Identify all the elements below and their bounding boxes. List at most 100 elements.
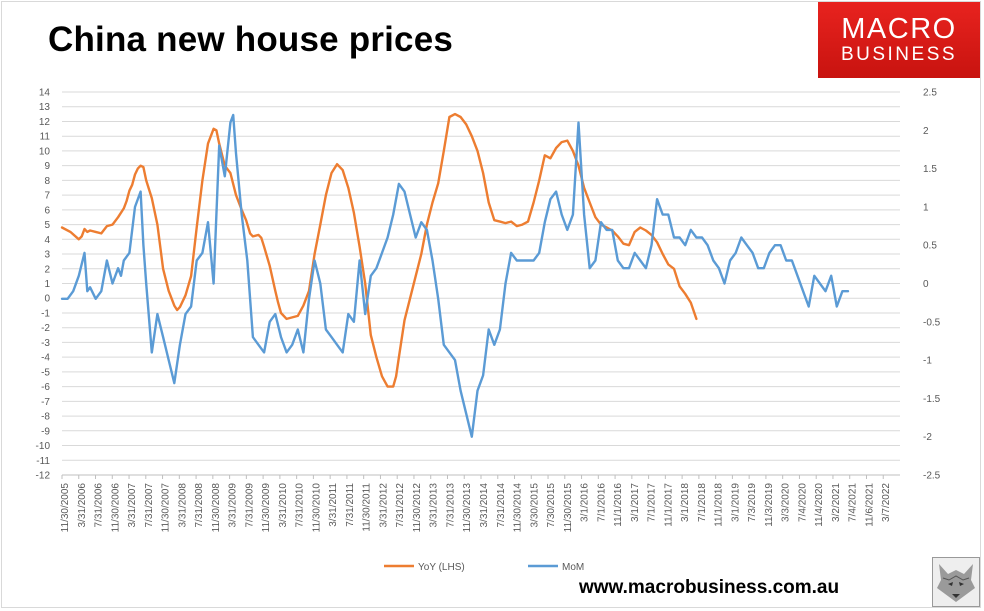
left-axis-tick-label: 6 xyxy=(44,205,50,216)
x-axis-tick-label: 7/31/2006 xyxy=(94,483,105,528)
x-axis-tick-label: 7/4/2020 xyxy=(797,483,808,522)
x-axis-tick-label: 3/3/2020 xyxy=(781,483,792,522)
left-axis-tick-label: 14 xyxy=(39,88,51,99)
series-line-mom xyxy=(60,113,850,438)
x-axis-tick-label: 11/1/2017 xyxy=(663,483,674,527)
x-axis-tick-label: 11/30/2007 xyxy=(161,483,172,533)
logo-text-macro: MACRO xyxy=(841,13,957,45)
x-axis-tick-label: 7/3/2019 xyxy=(747,483,758,522)
x-axis-tick-label: 7/1/2017 xyxy=(647,483,658,522)
right-axis-tick-label: -1.5 xyxy=(923,394,941,405)
chart-title: China new house prices xyxy=(48,20,454,59)
right-axis-tick-label: 1.5 xyxy=(923,164,937,175)
x-axis-tick-label: 11/30/2015 xyxy=(563,483,574,533)
left-axis-tick-label: -11 xyxy=(36,456,50,467)
x-axis-tick-label: 3/31/2012 xyxy=(378,483,389,528)
x-axis-tick-label: 7/31/2012 xyxy=(395,483,406,528)
x-axis-tick-label: 7/31/2008 xyxy=(194,483,205,528)
x-axis-tick-label: 3/1/2017 xyxy=(630,483,641,522)
right-axis-tick-label: 2 xyxy=(923,126,929,137)
x-axis-tick-label: 11/30/2012 xyxy=(412,483,423,533)
x-axis-tick-label: 11/30/2011 xyxy=(362,483,373,532)
x-axis-tick-label: 11/3/2019 xyxy=(764,483,775,527)
left-axis-tick-label: -12 xyxy=(36,471,51,482)
x-axis-tick-label: 7/31/2014 xyxy=(496,483,507,528)
x-axis-tick-label: 11/1/2018 xyxy=(714,483,725,527)
x-axis-tick-label: 7/31/2007 xyxy=(144,483,155,528)
right-axis-tick-label: 0.5 xyxy=(923,241,937,252)
x-axis-tick-label: 3/31/2009 xyxy=(228,483,239,528)
x-axis-tick-label: 7/4/2021 xyxy=(848,483,859,522)
x-axis-tick-label: 11/4/2020 xyxy=(814,483,825,527)
x-axis-tick-label: 11/30/2008 xyxy=(211,483,222,533)
left-axis-tick-label: -6 xyxy=(41,382,50,393)
left-axis-tick-label: -3 xyxy=(41,338,50,349)
x-axis-tick-label: 7/30/2015 xyxy=(546,483,557,528)
left-axis-tick-label: 9 xyxy=(44,161,50,172)
macrobusiness-logo: MACRO BUSINESS xyxy=(818,2,980,78)
x-axis-tick-label: 3/31/2006 xyxy=(77,483,88,528)
left-axis-tick-label: 11 xyxy=(40,132,51,143)
x-axis-tick-label: 3/31/2007 xyxy=(127,483,138,528)
x-axis-tick-label: 7/31/2011 xyxy=(345,483,356,527)
left-axis-tick-label: 0 xyxy=(44,294,50,305)
x-axis-tick-label: 3/31/2011 xyxy=(328,483,339,527)
right-axis-tick-label: -0.5 xyxy=(923,317,941,328)
x-axis-tick-label: 11/30/2009 xyxy=(261,483,272,533)
x-axis-tick-label: 3/31/2013 xyxy=(429,483,440,528)
x-axis-tick-label: 7/31/2010 xyxy=(295,483,306,528)
right-axis-tick-label: -2 xyxy=(923,432,932,443)
x-axis-tick-label: 11/30/2013 xyxy=(462,483,473,533)
x-axis-tick-label: 11/30/2006 xyxy=(110,483,121,533)
x-axis-tick-label: 11/1/2016 xyxy=(613,483,624,527)
x-axis-tick-label: 3/2/2021 xyxy=(831,483,842,522)
x-axis-tick-label: 3/31/2010 xyxy=(278,483,289,528)
left-axis-tick-label: -9 xyxy=(41,426,50,437)
left-axis-tick-label: -8 xyxy=(41,412,50,423)
x-axis-tick-label: 7/31/2009 xyxy=(244,483,255,528)
x-axis-tick-label: 3/31/2014 xyxy=(479,483,490,528)
x-axis-tick-label: 7/31/2013 xyxy=(445,483,456,528)
x-axis-tick-label: 11/30/2005 xyxy=(60,483,71,533)
x-axis-tick-label: 11/30/2010 xyxy=(311,483,322,533)
x-axis-tick-label: 7/1/2018 xyxy=(697,483,708,522)
left-axis-tick-label: 2 xyxy=(44,264,50,275)
x-axis-tick-label: 3/7/2022 xyxy=(881,483,892,522)
x-axis-tick-label: 7/1/2016 xyxy=(596,483,607,522)
left-axis-tick-label: 5 xyxy=(44,220,50,231)
left-axis-tick-label: -1 xyxy=(41,308,50,319)
right-axis-tick-label: 2.5 xyxy=(923,88,937,99)
right-axis-tick-label: -2.5 xyxy=(923,471,941,482)
left-axis-tick-label: 1 xyxy=(44,279,50,290)
right-axis-tick-label: 1 xyxy=(923,202,929,213)
x-axis-tick-label: 3/1/2016 xyxy=(580,483,591,522)
left-axis-tick-label: 13 xyxy=(39,102,51,113)
left-axis-tick-label: 10 xyxy=(39,146,51,157)
left-axis-tick-label: 4 xyxy=(44,235,50,246)
x-axis-ticks: 11/30/2005 3/31/2006 7/31/2006 11/30/2006 3/… xyxy=(60,474,900,533)
chart-legend: YoY (LHS) MoM xyxy=(384,562,584,573)
left-axis-tick-label: -5 xyxy=(41,367,50,378)
left-axis-ticks: -12-11-10-9-8-7-6-5-4-3-2-10123456789101… xyxy=(36,88,51,482)
legend-label-yoy: YoY (LHS) xyxy=(418,562,465,573)
left-axis-tick-label: 8 xyxy=(44,176,50,187)
left-axis-tick-label: 7 xyxy=(44,191,50,202)
series-line-yoy xyxy=(60,112,698,388)
left-axis-tick-label: -2 xyxy=(41,323,50,334)
x-axis-tick-label: 3/1/2018 xyxy=(680,483,691,522)
right-axis-ticks: -2.5 -2 -1.5 -1 -0.5 0 0.5 1 1.5 2 2.5 xyxy=(923,88,941,482)
x-axis-tick-label: 11/30/2014 xyxy=(513,483,524,533)
wolf-head-icon xyxy=(932,557,980,607)
left-axis-tick-label: 12 xyxy=(39,117,51,128)
x-axis-tick-label: 11/6/2021 xyxy=(864,483,875,527)
series-lines xyxy=(60,112,850,438)
left-axis-tick-label: -7 xyxy=(41,397,50,408)
legend-label-mom: MoM xyxy=(562,562,584,573)
left-axis-tick-label: -4 xyxy=(41,353,50,364)
website-url: www.macrobusiness.com.au xyxy=(579,577,840,598)
x-axis-tick-label: 3/31/2008 xyxy=(177,483,188,528)
right-axis-tick-label: -1 xyxy=(923,356,932,367)
left-axis-tick-label: -10 xyxy=(36,441,51,452)
